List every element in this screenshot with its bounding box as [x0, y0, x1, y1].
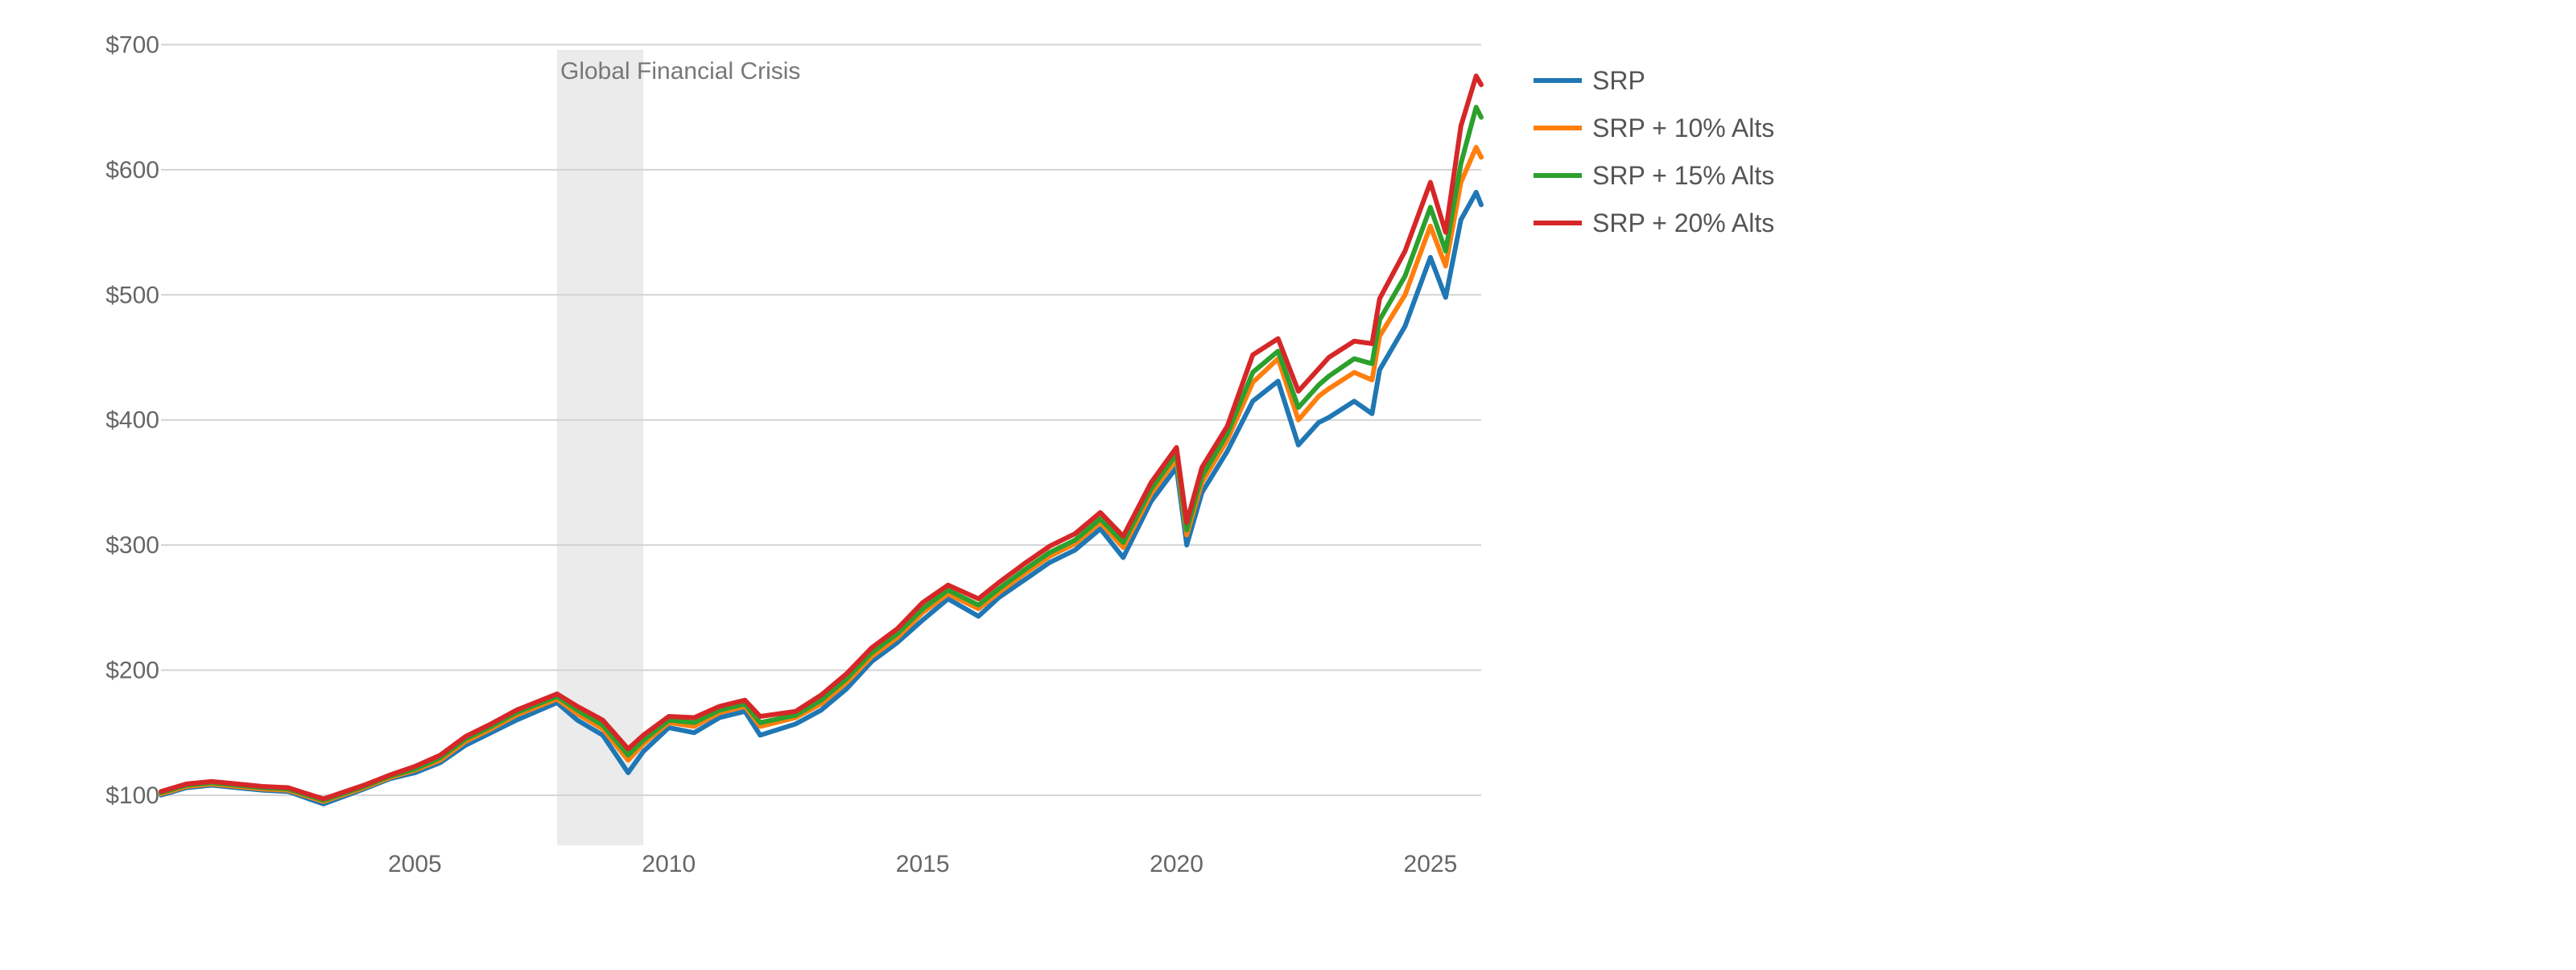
series-line-3: [159, 73, 1484, 802]
y-axis: $100 $200 $300 $400 $500 $600 $700: [105, 32, 159, 809]
legend-label: SRP + 15% Alts: [1592, 161, 1774, 190]
legend-label: SRP + 10% Alts: [1592, 114, 1774, 142]
gridlines: [161, 43, 1481, 796]
x-tick-label: 2020: [1150, 851, 1203, 877]
x-axis: 2005 2010 2015 2020 2025: [388, 851, 1457, 877]
crisis-annotation-label: Global Financial Crisis: [560, 58, 800, 85]
y-tick-label: $700: [105, 32, 159, 59]
x-tick-label: 2025: [1404, 851, 1458, 877]
y-tick-label: $300: [105, 532, 159, 559]
legend-label: SRP: [1592, 66, 1645, 95]
y-tick-label: $600: [105, 157, 159, 184]
series-lines: [159, 73, 1484, 807]
series-line-0: [159, 189, 1484, 807]
legend-label: SRP + 20% Alts: [1592, 208, 1774, 237]
series-line-1: [159, 145, 1484, 804]
x-tick-label: 2010: [642, 851, 696, 877]
legend: SRP SRP + 10% Alts SRP + 15% Alts SRP + 20%…: [1534, 66, 1774, 237]
y-tick-label: $100: [105, 782, 159, 809]
x-tick-label: 2005: [388, 851, 442, 877]
x-tick-label: 2015: [896, 851, 950, 877]
y-tick-label: $400: [105, 407, 159, 434]
y-tick-label: $500: [105, 282, 159, 308]
y-tick-label: $200: [105, 657, 159, 683]
